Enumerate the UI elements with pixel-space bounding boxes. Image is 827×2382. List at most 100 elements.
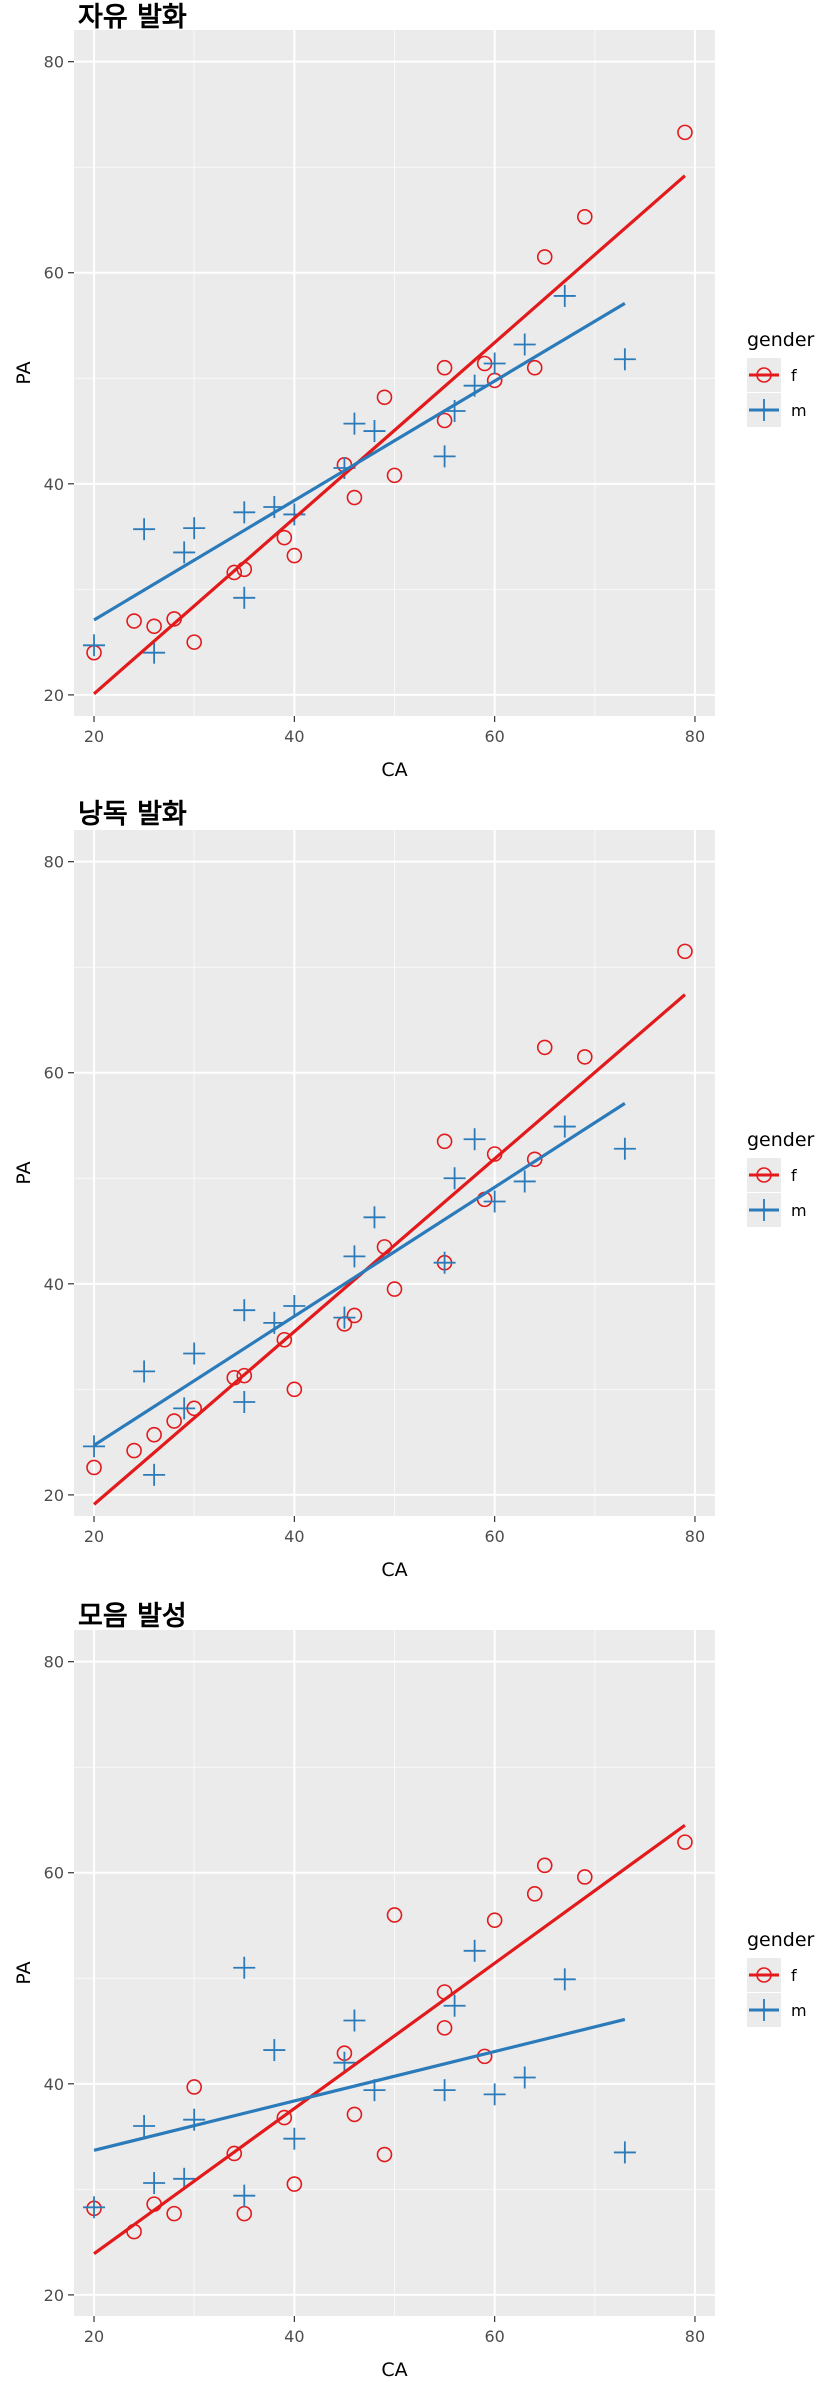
y-tick-label: 60 [44, 1864, 64, 1883]
point-f [677, 124, 693, 141]
y-tick-label: 40 [44, 2075, 64, 2094]
legend-label-f: f [791, 366, 797, 385]
legend-title: gender [747, 1129, 815, 1151]
legend: gender fm [747, 1129, 815, 1227]
point-m [233, 2184, 256, 2207]
chart-panel-1: 자유 발화 20 40 60 80 20 40 60 80 CA PA gender fm [13, 2, 815, 781]
x-tick-label: 60 [484, 727, 504, 746]
point-f [436, 412, 453, 429]
chart-panel-3: 모음 발성 20 40 60 80 20 40 60 80 CA PA gender fm [13, 1601, 815, 2381]
point-m [83, 634, 106, 657]
plot-marks [83, 943, 693, 1506]
legend-title: gender [747, 329, 815, 351]
chart-title: 낭독 발화 [78, 799, 187, 830]
x-axis-title: CA [381, 759, 407, 781]
y-tick-label: 80 [44, 53, 64, 72]
y-axis-title: PA [13, 1161, 35, 1184]
y-tick-label: 80 [44, 853, 64, 872]
point-f [346, 2106, 363, 2123]
point-f [286, 2176, 303, 2192]
legend-label-f: f [791, 1966, 797, 1985]
y-tick-label: 20 [44, 686, 64, 705]
y-tick-label: 20 [44, 1486, 64, 1505]
x-tick-label: 20 [84, 1527, 104, 1546]
point-f [576, 1049, 593, 1065]
point-f [186, 2079, 202, 2095]
point-m [143, 2172, 166, 2195]
x-tick-label: 60 [484, 1527, 504, 1546]
point-m [553, 1968, 576, 1991]
point-f [126, 1442, 142, 1459]
point-f [276, 2109, 293, 2126]
point-f [576, 1869, 593, 1885]
point-m [513, 1170, 536, 1193]
fit-line-f [92, 174, 687, 696]
point-f [276, 529, 293, 546]
point-m [263, 2039, 286, 2062]
point-m [363, 420, 386, 443]
point-m [343, 1245, 366, 1268]
fit-line-m [93, 1101, 626, 1447]
y-tick-label: 80 [44, 1653, 64, 1672]
point-m [143, 1463, 166, 1486]
point-m [613, 348, 636, 371]
point-f [536, 1857, 553, 1874]
x-tick-label: 20 [84, 727, 104, 746]
point-f [346, 489, 363, 506]
point-m [443, 1167, 466, 1190]
x-tick-label: 20 [84, 2327, 104, 2346]
point-m [183, 517, 206, 540]
plot-marks [83, 1823, 693, 2256]
point-f [226, 564, 243, 581]
point-m [363, 1206, 386, 1229]
y-axis-title: PA [13, 361, 35, 384]
point-m [343, 412, 366, 435]
point-f [346, 1307, 363, 1324]
point-m [233, 1391, 256, 1414]
point-m [553, 1115, 576, 1138]
legend-key-circle-f [756, 1967, 772, 1983]
point-f [486, 1912, 503, 1929]
y-tick-label: 40 [44, 1275, 64, 1294]
point-m [553, 284, 576, 307]
point-m [133, 1360, 156, 1383]
chart-title: 자유 발화 [78, 2, 187, 33]
legend-label-m: m [791, 2001, 807, 2020]
point-f [126, 613, 142, 629]
point-f [436, 1133, 453, 1150]
point-m [343, 2009, 366, 2032]
point-f [436, 2020, 453, 2036]
point-m [133, 2115, 156, 2138]
point-m [173, 541, 196, 564]
y-axis-title: PA [13, 1961, 35, 1984]
point-f [166, 1413, 182, 1429]
point-m [173, 2167, 196, 2190]
point-m [433, 445, 456, 468]
point-m [483, 352, 506, 375]
point-m [443, 1994, 466, 2017]
point-m [433, 2079, 456, 2102]
point-m [513, 2066, 536, 2089]
point-m [133, 518, 156, 541]
y-tick-label: 40 [44, 475, 64, 494]
point-f [226, 2145, 243, 2162]
point-m [333, 2051, 356, 2074]
x-tick-label: 80 [685, 2327, 705, 2346]
x-axis-title: CA [381, 2359, 407, 2381]
y-tick-label: 60 [44, 1064, 64, 1083]
point-m [233, 1956, 256, 1979]
x-axis-title: CA [381, 1559, 407, 1581]
point-m [283, 1294, 306, 1317]
point-m [83, 2196, 106, 2219]
point-m [183, 1342, 206, 1365]
point-f [146, 1426, 162, 1443]
chart-panel-2: 낭독 발화 20 40 60 80 20 40 60 80 CA PA gender fm [13, 799, 815, 1581]
point-m [483, 2083, 506, 2106]
point-m [483, 1190, 506, 1213]
point-m [333, 1306, 356, 1329]
legend-key-circle-f [756, 1167, 772, 1183]
y-tick-label: 60 [44, 264, 64, 283]
point-f [386, 1281, 403, 1297]
point-f [286, 1381, 303, 1398]
